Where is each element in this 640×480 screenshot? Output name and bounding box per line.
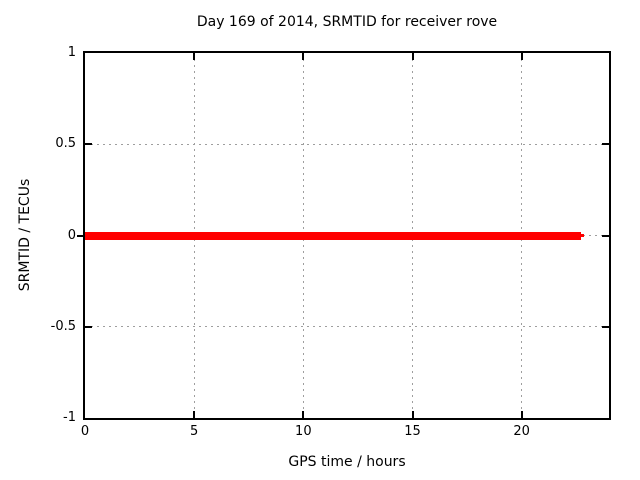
- y-tick-label: -0.5: [50, 318, 76, 334]
- y-gridline: [85, 143, 609, 145]
- y-tick-mark-left: [85, 325, 92, 328]
- chart-title: Day 169 of 2014, SRMTID for receiver rov…: [196, 14, 498, 30]
- y-tick-label: 1: [67, 45, 76, 60]
- y-zero-outward-tick: [77, 234, 85, 237]
- y-tick-label: 0: [67, 227, 76, 243]
- x-tick-label: 20: [513, 424, 530, 439]
- y-tick-mark-right: [602, 325, 609, 328]
- x-tick-mark-top: [193, 53, 196, 60]
- x-tick-mark-top: [302, 53, 305, 60]
- y-tick-mark-left: [85, 143, 92, 146]
- x-tick-label: 0: [80, 424, 90, 439]
- y-gridline: [85, 326, 609, 328]
- x-tick-mark-bottom: [193, 411, 196, 418]
- x-tick-mark-bottom: [520, 411, 523, 418]
- y-axis-label: SRMTID / TECUs: [17, 178, 33, 292]
- y-tick-mark-right: [602, 234, 609, 237]
- x-tick-label: 5: [190, 424, 199, 439]
- x-tick-mark-top: [520, 53, 523, 60]
- y-tick-mark-right: [602, 143, 609, 146]
- x-tick-mark-bottom: [411, 411, 414, 418]
- plot-area: [85, 53, 609, 418]
- x-tick-mark-bottom: [302, 411, 305, 418]
- y-tick-label: -1: [63, 410, 76, 425]
- x-tick-label: 15: [404, 424, 421, 439]
- y-tick-label: 0.5: [55, 136, 76, 152]
- x-tick-mark-top: [411, 53, 414, 60]
- series-line-srmtid: [580, 234, 585, 237]
- x-tick-label: 10: [295, 424, 312, 439]
- series-line-srmtid: [85, 231, 581, 240]
- x-axis-label: GPS time / hours: [288, 454, 406, 470]
